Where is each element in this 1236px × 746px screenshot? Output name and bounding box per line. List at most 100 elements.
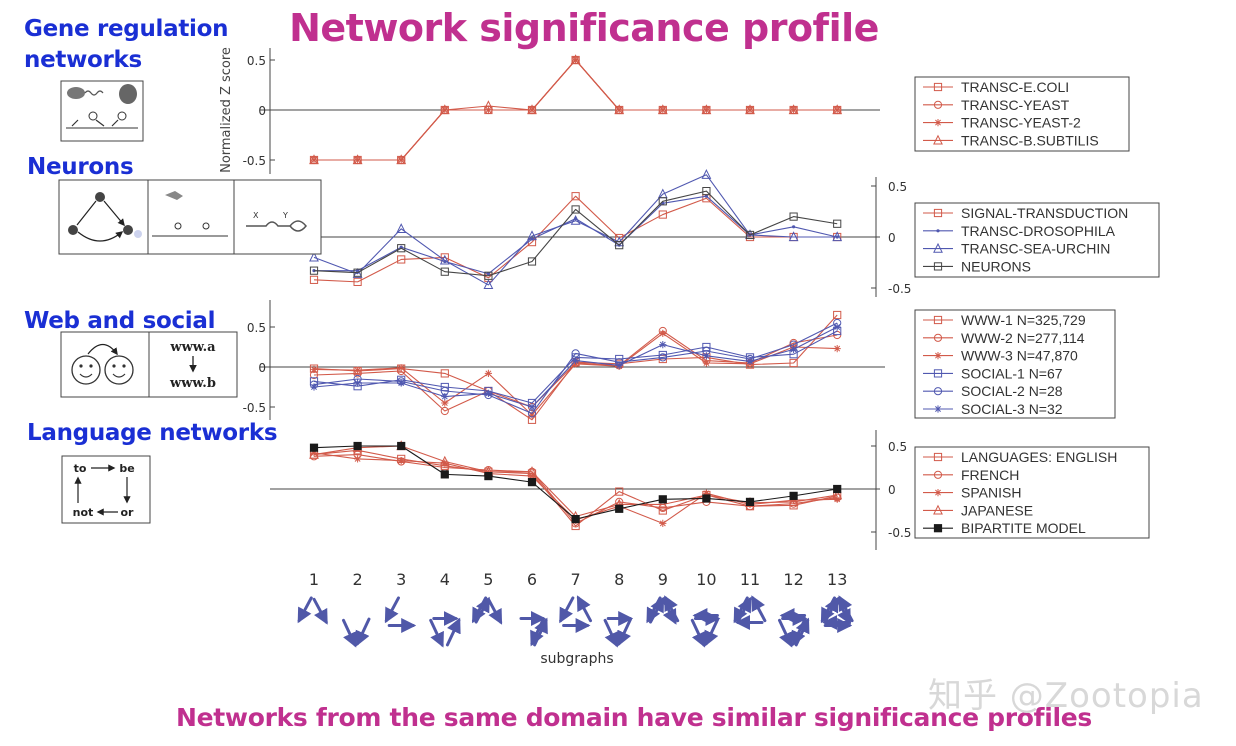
motif-edge: [704, 617, 720, 647]
series-line: [313, 174, 838, 286]
legend-label: NEURONS: [961, 258, 1031, 274]
www-b-label: www.b: [169, 376, 216, 391]
y-tick-label: 0: [258, 361, 266, 375]
data-point: [615, 241, 624, 250]
data-point: [702, 187, 711, 196]
motif-edge: [355, 617, 371, 647]
legend-entry: SOCIAL-1 N=67: [923, 365, 1063, 381]
subgraph-icon-12: [778, 608, 810, 648]
subgraph-icon-5: [471, 596, 503, 625]
motif-edge: [603, 618, 619, 648]
neurons-illustration: X Y: [58, 179, 322, 255]
data-point: [354, 455, 362, 463]
data-point: [788, 104, 799, 115]
data-point: [570, 214, 581, 225]
legend-label: TRANSC-E.COLI: [961, 79, 1069, 95]
x-tick-label: 13: [827, 570, 847, 589]
data-point: [614, 104, 625, 115]
legend-marker: [934, 352, 942, 360]
legend-label: SOCIAL-1 N=67: [961, 365, 1063, 381]
series-layer: [309, 54, 843, 531]
y-tick-label: -0.5: [888, 526, 911, 540]
legend-marker: [934, 489, 942, 497]
data-point: [310, 383, 318, 391]
data-point: [352, 154, 363, 165]
page-title: Network significance profile: [289, 6, 879, 50]
legend-entry: WWW-3 N=47,870: [923, 348, 1078, 364]
data-point: [657, 104, 668, 115]
y-tick-label: 0.5: [888, 440, 907, 454]
motif-edge: [312, 597, 328, 625]
svg-text:to: to: [74, 462, 87, 475]
subgraph-icon-13: [820, 595, 854, 633]
data-point: [527, 466, 537, 476]
legend-entry: SIGNAL-TRANSDUCTION: [923, 205, 1128, 221]
motif-edge: [617, 617, 633, 647]
legend-panel-1: TRANSC-E.COLI TRANSC-YEAST TRANSC-YEAST-2T…: [914, 76, 1130, 152]
data-point: [527, 104, 537, 115]
subgraph-icon-2: [342, 617, 371, 648]
series-line: [313, 330, 838, 412]
x-tick-label: 6: [527, 570, 537, 589]
data-point: [571, 515, 580, 524]
data-point: [397, 441, 406, 451]
panel-axes-4: 0.5 0 -0.5: [270, 430, 911, 550]
legend-entry: WWW-2 N=277,114: [923, 330, 1085, 346]
subgraph-icon-6: [519, 611, 548, 647]
data-point: [353, 441, 362, 451]
motif-edge: [690, 618, 706, 648]
data-point: [399, 245, 403, 249]
data-point: [528, 472, 536, 480]
data-point: [702, 494, 711, 503]
legend-box: [914, 446, 1150, 539]
subgraph-icon-3: [384, 596, 417, 633]
data-point: [704, 194, 709, 198]
series-neurons: [309, 187, 842, 280]
language-illustration: to be not or: [61, 455, 151, 524]
data-point: [483, 279, 494, 290]
legend-label: JAPANESE: [961, 502, 1033, 518]
data-point: [833, 484, 842, 494]
data-point: [658, 353, 667, 362]
data-point: [354, 379, 362, 387]
panel-axes-3: 0.5 0 -0.5: [243, 300, 885, 420]
data-point: [397, 255, 406, 264]
data-point: [440, 470, 449, 479]
legend-label: TRANSC-YEAST-2: [961, 115, 1081, 131]
data-point: [397, 379, 405, 387]
legend-marker: [933, 470, 943, 479]
data-point: [745, 104, 755, 115]
data-point: [353, 277, 362, 286]
data-point: [658, 506, 667, 515]
category-gene-regulation: Gene regulation networks: [24, 16, 229, 73]
data-point: [832, 489, 843, 500]
subgraph-icon-7: [559, 595, 593, 633]
series-social-3-n-32: [310, 323, 841, 411]
data-point: [527, 478, 537, 487]
data-point: [309, 154, 319, 165]
series-www-2-n-277-114: [309, 326, 842, 416]
motif-edge: [486, 597, 503, 625]
y-tick-label: 0.5: [247, 54, 266, 68]
x-tick-label: 12: [783, 570, 803, 589]
legend-marker: [933, 82, 943, 92]
legend-entry: SOCIAL-2 N=28: [923, 383, 1063, 399]
data-point: [310, 365, 318, 373]
legend-label: TRANSC-DROSOPHILA: [961, 223, 1116, 239]
x-tick-label: 11: [740, 570, 760, 589]
motif-edge: [384, 596, 400, 624]
series-transc-sea-urchin: [309, 169, 843, 290]
y-tick-label: -0.5: [888, 282, 911, 296]
data-point: [746, 357, 754, 365]
data-point: [309, 448, 319, 459]
legend-label: TRANSC-SEA-URCHIN: [961, 241, 1110, 257]
data-point: [353, 268, 362, 277]
data-point: [790, 345, 798, 353]
data-point: [702, 352, 710, 360]
motif-edge: [649, 596, 665, 624]
data-point: [484, 389, 492, 397]
x-tick-label: 2: [353, 570, 363, 589]
data-point: [702, 489, 710, 497]
data-point: [658, 197, 667, 206]
data-point: [352, 268, 363, 278]
